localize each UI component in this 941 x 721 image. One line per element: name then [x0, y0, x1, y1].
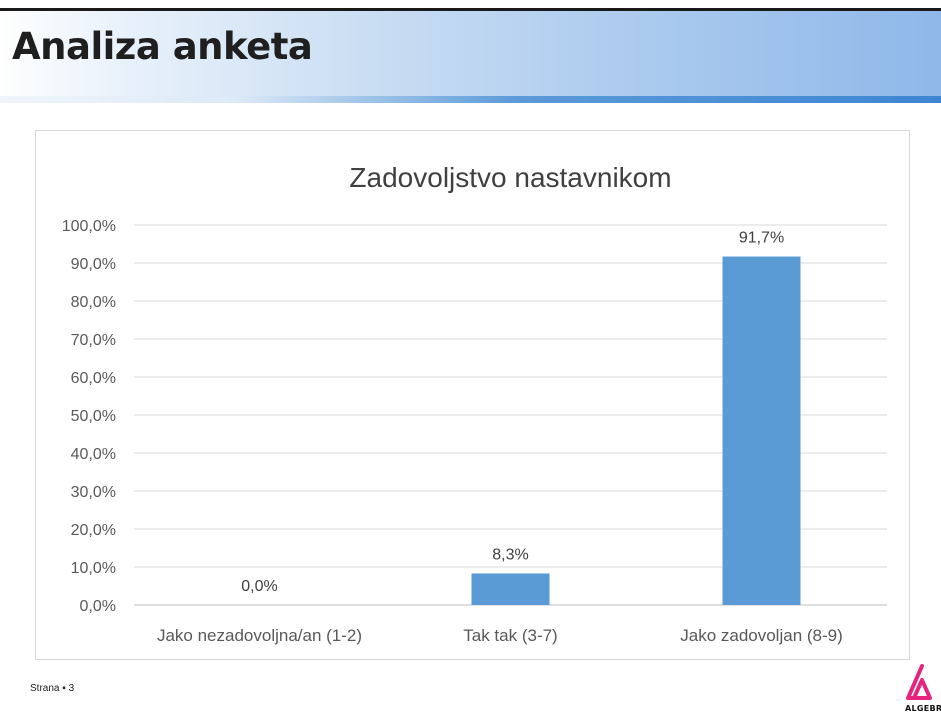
y-tick-label: 50,0% [71, 408, 116, 425]
page-number: Strana ▪ 3 [30, 683, 75, 694]
chart-title: Zadovoljstvo nastavnikom [349, 162, 671, 193]
y-tick-label: 20,0% [71, 522, 116, 539]
y-tick-label: 60,0% [71, 370, 116, 387]
slide-title: Analiza anketa [12, 25, 313, 68]
y-tick-label: 0,0% [80, 598, 116, 615]
y-tick-label: 40,0% [71, 446, 116, 463]
title-band: Analiza anketa [0, 11, 941, 103]
chart-area: Zadovoljstvo nastavnikom 0,0% 10,0% 20,0% 30… [35, 130, 910, 660]
y-tick-label: 80,0% [71, 294, 116, 311]
data-label: 0,0% [241, 578, 277, 595]
y-tick-label: 90,0% [71, 256, 116, 273]
algebra-logo-icon [906, 664, 932, 700]
title-band-strip [0, 96, 941, 103]
bar [471, 573, 550, 605]
logo-text: ALGEBR [905, 704, 941, 713]
data-label: 8,3% [492, 546, 528, 563]
bar-chart: Zadovoljstvo nastavnikom 0,0% 10,0% 20,0% 30… [62, 162, 887, 645]
y-tick-label: 70,0% [71, 332, 116, 349]
x-tick-label: Jako zadovoljan (8-9) [680, 626, 843, 645]
y-tick-label: 30,0% [71, 484, 116, 501]
top-rule [0, 8, 941, 11]
x-tick-label: Jako nezadovoljna/an (1-2) [157, 626, 362, 645]
bar [722, 256, 801, 605]
y-tick-label: 100,0% [62, 218, 116, 235]
y-tick-label: 10,0% [71, 560, 116, 577]
data-label: 91,7% [739, 230, 784, 247]
x-tick-label: Tak tak (3-7) [463, 626, 557, 645]
